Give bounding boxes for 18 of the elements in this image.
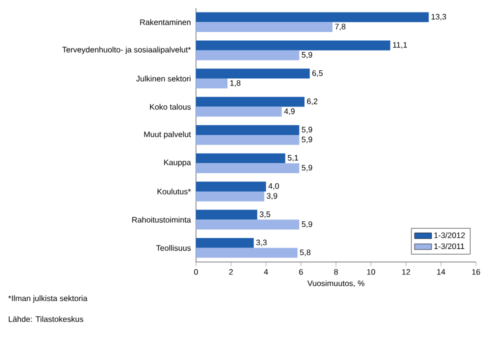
bar bbox=[196, 78, 228, 88]
bar bbox=[196, 134, 300, 145]
bar bbox=[196, 238, 254, 248]
bar bbox=[196, 106, 282, 117]
bar bbox=[196, 163, 300, 174]
bar bbox=[196, 220, 300, 230]
bar bbox=[196, 40, 390, 50]
bar bbox=[196, 22, 333, 32]
bar bbox=[196, 68, 310, 79]
bar bbox=[196, 12, 429, 22]
bar bbox=[196, 153, 286, 164]
bar bbox=[196, 248, 298, 258]
bar bbox=[196, 182, 266, 192]
bar bbox=[196, 210, 258, 220]
bar bbox=[196, 191, 264, 202]
bar bbox=[196, 125, 300, 135]
bar bbox=[196, 50, 300, 60]
bar bbox=[196, 96, 305, 107]
